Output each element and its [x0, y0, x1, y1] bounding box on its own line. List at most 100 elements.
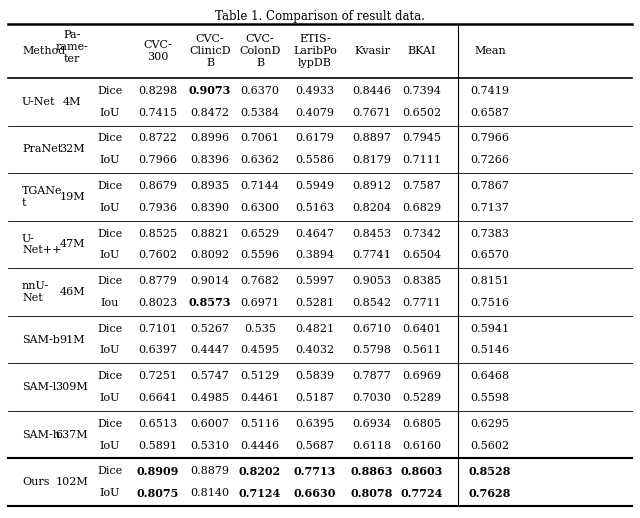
Text: Dice: Dice	[97, 371, 123, 381]
Text: Table 1. Comparison of result data.: Table 1. Comparison of result data.	[215, 10, 425, 23]
Text: 0.8542: 0.8542	[353, 298, 392, 308]
Text: IoU: IoU	[100, 441, 120, 451]
Text: 0.8202: 0.8202	[239, 466, 281, 477]
Text: 0.5596: 0.5596	[241, 250, 280, 261]
Text: 0.535: 0.535	[244, 324, 276, 334]
Text: 0.7251: 0.7251	[138, 371, 177, 381]
Text: 0.8078: 0.8078	[351, 487, 393, 499]
Text: 0.5611: 0.5611	[403, 346, 442, 355]
Text: IoU: IoU	[100, 250, 120, 261]
Text: 102M: 102M	[56, 477, 88, 487]
Text: 0.7111: 0.7111	[403, 155, 442, 165]
Text: 0.8879: 0.8879	[191, 466, 230, 476]
Text: 0.7061: 0.7061	[241, 134, 280, 143]
Text: 0.5384: 0.5384	[241, 108, 280, 118]
Text: 0.6370: 0.6370	[241, 86, 280, 96]
Text: IoU: IoU	[100, 346, 120, 355]
Text: 0.6295: 0.6295	[470, 419, 509, 429]
Text: Iou: Iou	[101, 298, 119, 308]
Text: 0.7628: 0.7628	[469, 487, 511, 499]
Text: 0.8863: 0.8863	[351, 466, 393, 477]
Text: 0.6971: 0.6971	[241, 298, 280, 308]
Text: 0.5839: 0.5839	[296, 371, 335, 381]
Text: Dice: Dice	[97, 134, 123, 143]
Text: Dice: Dice	[97, 276, 123, 286]
Text: 0.6710: 0.6710	[353, 324, 392, 334]
Text: IoU: IoU	[100, 203, 120, 213]
Text: Dice: Dice	[97, 466, 123, 476]
Text: 0.6468: 0.6468	[470, 371, 509, 381]
Text: 0.6969: 0.6969	[403, 371, 442, 381]
Text: 0.6179: 0.6179	[296, 134, 335, 143]
Text: 0.4595: 0.4595	[241, 346, 280, 355]
Text: 0.5586: 0.5586	[296, 155, 335, 165]
Text: 0.7137: 0.7137	[470, 203, 509, 213]
Text: U-Net: U-Net	[22, 97, 56, 107]
Text: 0.8897: 0.8897	[353, 134, 392, 143]
Text: 0.9073: 0.9073	[189, 85, 231, 96]
Text: BKAI: BKAI	[408, 46, 436, 56]
Text: 0.5116: 0.5116	[241, 419, 280, 429]
Text: 0.7945: 0.7945	[403, 134, 442, 143]
Text: 637M: 637M	[56, 429, 88, 440]
Text: 0.7516: 0.7516	[470, 298, 509, 308]
Text: 0.7877: 0.7877	[353, 371, 392, 381]
Text: ETIS-
LaribPo
lypDB: ETIS- LaribPo lypDB	[293, 34, 337, 68]
Text: 0.7671: 0.7671	[353, 108, 392, 118]
Text: 0.7713: 0.7713	[294, 466, 336, 477]
Text: 0.4461: 0.4461	[241, 393, 280, 403]
Text: SAM-b: SAM-b	[22, 335, 60, 344]
Text: 0.8603: 0.8603	[401, 466, 443, 477]
Text: 0.8909: 0.8909	[137, 466, 179, 477]
Text: Dice: Dice	[97, 228, 123, 238]
Text: 0.4447: 0.4447	[191, 346, 230, 355]
Text: 0.4821: 0.4821	[296, 324, 335, 334]
Text: 0.7415: 0.7415	[138, 108, 177, 118]
Text: 0.5747: 0.5747	[191, 371, 229, 381]
Text: 0.8996: 0.8996	[191, 134, 230, 143]
Text: 0.6529: 0.6529	[241, 228, 280, 238]
Text: Dice: Dice	[97, 181, 123, 191]
Text: Pa-
rame-
ter: Pa- rame- ter	[56, 31, 88, 64]
Text: 0.8140: 0.8140	[191, 488, 230, 498]
Text: 47M: 47M	[60, 239, 84, 250]
Text: SAM-l: SAM-l	[22, 382, 56, 392]
Text: 0.8179: 0.8179	[353, 155, 392, 165]
Text: 0.5949: 0.5949	[296, 181, 335, 191]
Text: 0.8453: 0.8453	[353, 228, 392, 238]
Text: Kvasir: Kvasir	[354, 46, 390, 56]
Text: 0.4933: 0.4933	[296, 86, 335, 96]
Text: 0.4647: 0.4647	[296, 228, 335, 238]
Text: 0.8779: 0.8779	[139, 276, 177, 286]
Text: 0.7124: 0.7124	[239, 487, 281, 499]
Text: Mean: Mean	[474, 46, 506, 56]
Text: nnU-
Net: nnU- Net	[22, 281, 49, 303]
Text: Dice: Dice	[97, 419, 123, 429]
Text: 0.8935: 0.8935	[191, 181, 230, 191]
Text: 0.8525: 0.8525	[138, 228, 177, 238]
Text: 0.7724: 0.7724	[401, 487, 443, 499]
Text: TGANe
t: TGANe t	[22, 186, 63, 208]
Text: 0.6504: 0.6504	[403, 250, 442, 261]
Text: 0.5289: 0.5289	[403, 393, 442, 403]
Text: 0.8151: 0.8151	[470, 276, 509, 286]
Text: 0.5146: 0.5146	[470, 346, 509, 355]
Text: 309M: 309M	[56, 382, 88, 392]
Text: CVC-
ClinicD
B: CVC- ClinicD B	[189, 34, 231, 68]
Text: 0.4446: 0.4446	[241, 441, 280, 451]
Text: 0.6007: 0.6007	[191, 419, 230, 429]
Text: 0.6395: 0.6395	[296, 419, 335, 429]
Text: 0.5997: 0.5997	[296, 276, 335, 286]
Text: 0.7936: 0.7936	[138, 203, 177, 213]
Text: 0.5187: 0.5187	[296, 393, 335, 403]
Text: 0.9053: 0.9053	[353, 276, 392, 286]
Text: 46M: 46M	[59, 287, 85, 297]
Text: 0.8396: 0.8396	[191, 155, 230, 165]
Text: 0.7342: 0.7342	[403, 228, 442, 238]
Text: Ours: Ours	[22, 477, 49, 487]
Text: 0.8385: 0.8385	[403, 276, 442, 286]
Text: 0.7587: 0.7587	[403, 181, 442, 191]
Text: Dice: Dice	[97, 324, 123, 334]
Text: 0.6630: 0.6630	[294, 487, 336, 499]
Text: 0.7383: 0.7383	[470, 228, 509, 238]
